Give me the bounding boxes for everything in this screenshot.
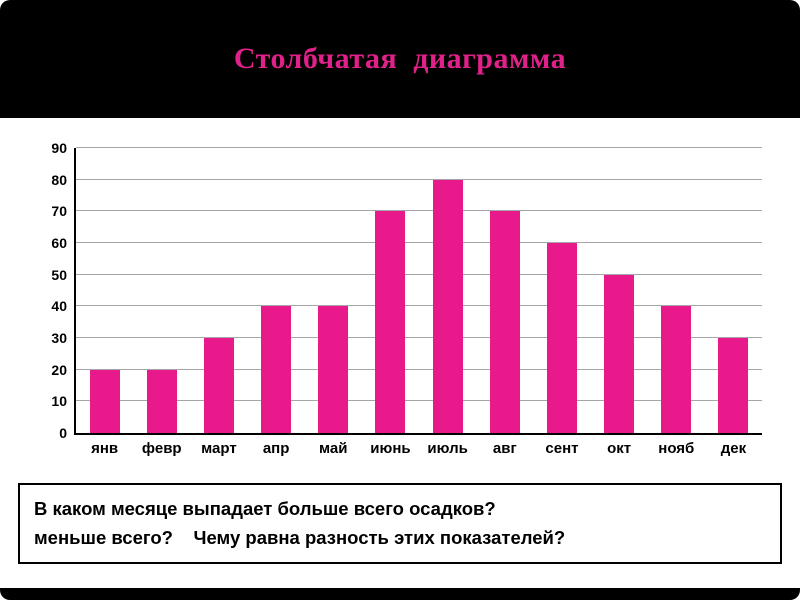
- y-tick-label: 60: [51, 235, 67, 252]
- question-line-1: В каком месяце выпадает больше всего оса…: [34, 498, 496, 519]
- x-axis-labels: янв февр март апр май июнь июль авг сент окт нояб д…: [76, 435, 762, 457]
- bar-column: [76, 148, 133, 433]
- x-tick-label: дек: [720, 440, 747, 457]
- bar-column: [248, 148, 305, 433]
- bar-column: [705, 148, 762, 433]
- bar: [432, 179, 463, 433]
- bar: [318, 306, 349, 433]
- bar: [661, 306, 692, 433]
- bars: [76, 148, 762, 433]
- bar: [546, 243, 577, 433]
- bar-column: [190, 148, 247, 433]
- slide-body: 0 10 20 30 40 50 60 70 80 90 янв февр март апр май июн…: [0, 118, 800, 588]
- bar-column: [419, 148, 476, 433]
- bar-column: [591, 148, 648, 433]
- y-tick-label: 20: [51, 361, 67, 378]
- page-title: Столбчатая диаграмма: [233, 42, 567, 75]
- gridline: [76, 337, 762, 338]
- gridline: [76, 147, 762, 148]
- y-tick-label: 40: [51, 298, 67, 315]
- x-tick-label: июнь: [370, 440, 411, 457]
- question-line-2: меньше всего? Чему равна разность этих п…: [34, 526, 566, 548]
- x-tick-label: март: [201, 440, 237, 457]
- question-box: В каком месяце выпадает больше всего оса…: [18, 483, 782, 565]
- gridline: [76, 210, 762, 212]
- bar: [718, 338, 749, 433]
- y-tick-label: 10: [51, 393, 67, 410]
- gridline: [76, 242, 762, 243]
- slide-header: Столбчатая диаграмма: [0, 0, 800, 118]
- bar-column: [648, 148, 705, 433]
- y-tick-label: 30: [51, 330, 67, 347]
- gridline: [76, 178, 762, 180]
- bar: [203, 338, 234, 433]
- y-tick-label: 90: [51, 140, 67, 156]
- x-tick-label: июль: [427, 440, 468, 457]
- y-tick-label: 70: [51, 203, 67, 220]
- x-tick-label: нояб: [658, 440, 695, 457]
- x-tick-label: май: [319, 440, 348, 457]
- bar: [89, 369, 120, 433]
- y-tick-label: 50: [51, 266, 67, 283]
- gridline: [76, 305, 762, 307]
- y-tick-label: 0: [59, 425, 67, 441]
- x-tick-label: окт: [607, 440, 632, 457]
- gridline: [76, 400, 762, 402]
- x-tick-label: февр: [141, 440, 182, 457]
- gridline: [76, 368, 762, 370]
- plot-area: [74, 147, 762, 435]
- bar: [604, 274, 635, 433]
- bar: [261, 306, 292, 433]
- bar-column: [533, 148, 590, 433]
- bar-chart: 0 10 20 30 40 50 60 70 80 90: [38, 140, 800, 441]
- bar-column: [133, 148, 190, 433]
- bar: [146, 369, 177, 433]
- gridline: [76, 273, 762, 275]
- bar-column: [476, 148, 533, 433]
- x-tick-label: авг: [492, 440, 517, 457]
- y-axis-labels: 0 10 20 30 40 50 60 70 80 90: [38, 140, 74, 441]
- x-tick-label: апр: [262, 440, 290, 457]
- x-tick-label: сент: [545, 440, 579, 457]
- x-tick-label: янв: [91, 440, 119, 457]
- bar: [375, 211, 406, 433]
- bar: [489, 211, 520, 433]
- bar-column: [305, 148, 362, 433]
- bar-column: [362, 148, 419, 433]
- y-tick-label: 80: [51, 171, 67, 188]
